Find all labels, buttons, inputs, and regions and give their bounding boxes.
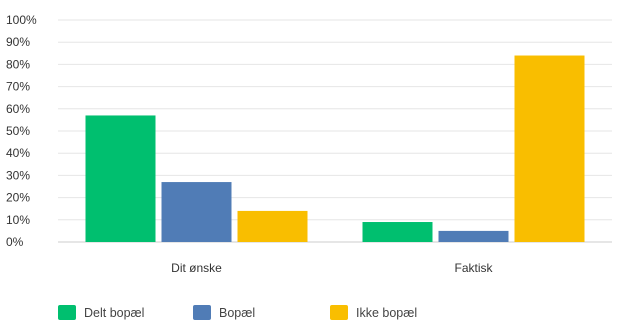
legend-swatch: [330, 305, 348, 320]
y-tick-label: 70%: [6, 80, 30, 94]
y-tick-label: 20%: [6, 191, 30, 205]
legend-swatch: [193, 305, 211, 320]
x-category-label: Faktisk: [454, 261, 493, 275]
y-tick-label: 90%: [6, 35, 30, 49]
bar: [237, 210, 308, 242]
x-axis-category-labels: Dit ønske Faktisk: [171, 261, 493, 275]
y-tick-label: 40%: [6, 146, 30, 160]
legend-swatch: [58, 305, 76, 320]
bar: [161, 182, 232, 242]
y-axis-tick-labels: 0% 10% 20% 30% 40% 50% 60% 70% 80% 90% 100%: [6, 13, 37, 249]
bar: [514, 55, 585, 242]
y-tick-label: 50%: [6, 124, 30, 138]
y-tick-label: 80%: [6, 57, 30, 71]
bar: [362, 222, 433, 242]
bar: [85, 115, 156, 242]
legend: Delt bopæl Bopæl Ikke bopæl: [58, 305, 417, 320]
bar: [438, 230, 509, 242]
y-tick-label: 100%: [6, 13, 37, 27]
legend-label: Ikke bopæl: [356, 306, 417, 320]
legend-label: Delt bopæl: [84, 306, 144, 320]
y-tick-label: 10%: [6, 213, 30, 227]
y-tick-label: 30%: [6, 168, 30, 182]
bars: [85, 55, 585, 242]
y-tick-label: 0%: [6, 235, 24, 249]
legend-label: Bopæl: [219, 306, 255, 320]
x-category-label: Dit ønske: [171, 261, 222, 275]
y-tick-label: 60%: [6, 102, 30, 116]
